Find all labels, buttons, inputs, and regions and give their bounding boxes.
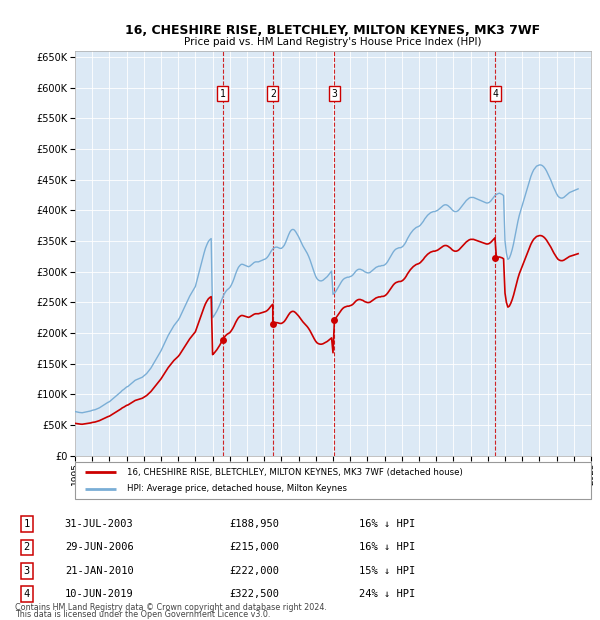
Text: Contains HM Land Registry data © Crown copyright and database right 2024.: Contains HM Land Registry data © Crown c… [15,603,327,612]
Text: 4: 4 [23,589,30,599]
Text: 2: 2 [270,89,276,99]
Text: 1: 1 [23,520,30,529]
Text: 3: 3 [331,89,337,99]
Text: 29-JUN-2006: 29-JUN-2006 [65,542,134,552]
Text: 4: 4 [493,89,499,99]
Text: HPI: Average price, detached house, Milton Keynes: HPI: Average price, detached house, Milt… [127,484,347,493]
Text: 21-JAN-2010: 21-JAN-2010 [65,565,134,575]
Text: 31-JUL-2003: 31-JUL-2003 [65,520,134,529]
Text: 10-JUN-2019: 10-JUN-2019 [65,589,134,599]
Text: 16, CHESHIRE RISE, BLETCHLEY, MILTON KEYNES, MK3 7WF (detached house): 16, CHESHIRE RISE, BLETCHLEY, MILTON KEY… [127,468,463,477]
Text: 16% ↓ HPI: 16% ↓ HPI [359,520,415,529]
Text: 2: 2 [23,542,30,552]
FancyBboxPatch shape [75,462,591,499]
Text: This data is licensed under the Open Government Licence v3.0.: This data is licensed under the Open Gov… [15,609,271,619]
Text: Price paid vs. HM Land Registry's House Price Index (HPI): Price paid vs. HM Land Registry's House … [184,37,482,47]
Text: £215,000: £215,000 [229,542,280,552]
Text: 16% ↓ HPI: 16% ↓ HPI [359,542,415,552]
Text: 1: 1 [220,89,226,99]
Text: 24% ↓ HPI: 24% ↓ HPI [359,589,415,599]
Text: 15% ↓ HPI: 15% ↓ HPI [359,565,415,575]
Text: £322,500: £322,500 [229,589,280,599]
Text: 16, CHESHIRE RISE, BLETCHLEY, MILTON KEYNES, MK3 7WF: 16, CHESHIRE RISE, BLETCHLEY, MILTON KEY… [125,24,541,37]
Text: £188,950: £188,950 [229,520,280,529]
Text: £222,000: £222,000 [229,565,280,575]
Text: 3: 3 [23,565,30,575]
